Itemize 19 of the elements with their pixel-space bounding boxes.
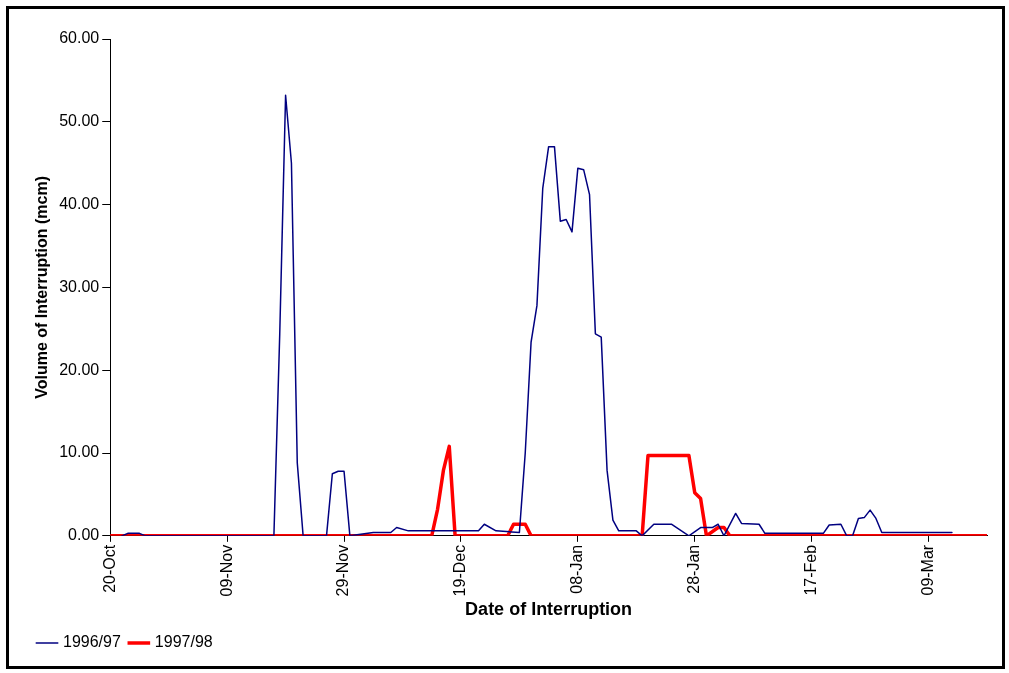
y-tick-label: 10.00 [59,443,100,461]
legend-label: 1996/97 [63,633,121,651]
x-tick-label: 17-Feb [802,544,820,596]
y-tick-label: 0.00 [68,526,100,544]
x-tick-label: 09-Nov [217,544,235,597]
y-tick-label: 30.00 [59,277,100,295]
legend-label: 1997/98 [154,633,213,651]
x-tick-label: 19-Dec [451,544,469,597]
y-tick-label: 60.00 [59,29,100,47]
y-tick-label: 40.00 [59,195,100,213]
y-tick-label: 20.00 [59,360,100,378]
x-axis-title: Date of Interruption [465,599,633,620]
y-tick-label: 50.00 [59,112,100,130]
y-axis-title: Volume of Interruption (mcm) [33,176,51,399]
x-tick-label: 28-Jan [685,544,703,594]
x-tick-label: 08-Jan [568,544,586,594]
x-tick-label: 09-Mar [918,544,936,596]
x-tick-label: 29-Nov [334,544,352,597]
x-tick-label: 20-Oct [100,544,118,593]
